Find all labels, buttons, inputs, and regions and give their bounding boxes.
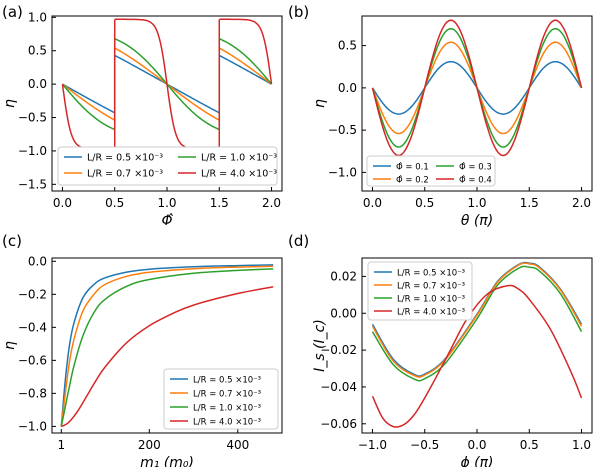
series-line-0 (219, 54, 272, 85)
series-line-2 (219, 38, 273, 85)
series-line-1 (218, 47, 272, 85)
x-tick-label: 400 (226, 438, 249, 452)
x-tick-label: 0.5 (105, 196, 124, 210)
chart-panel-a: (a) 0.0 0.5 1.0 1.5 2.0 1.0 0.5 0.0 −0.5 −1.0 −1.5 Φ… (2, 3, 283, 229)
chart-panel-c: (c) 1 200 400 0.0 −0.2 −0.4 −0.6 −0.8 −1.0 m₁ (m₀)… (2, 232, 283, 467)
series-line-0 (60, 264, 274, 427)
x-axis-label: ϕ (π) (460, 455, 493, 467)
panel-label: (b) (288, 3, 309, 21)
series-line-3 (371, 19, 583, 157)
legend-entry: L/R = 0.7 ×10⁻³ (87, 169, 163, 180)
legend: L/R = 0.5 ×10⁻³ L/R = 0.7 ×10⁻³ L/R = 1.0 … (163, 368, 279, 430)
series-line-1 (60, 265, 274, 427)
x-tick-label: −0.5 (410, 438, 439, 452)
y-tick-label: −0.06 (320, 417, 357, 431)
y-tick-label: −0.6 (18, 353, 47, 367)
x-axis-label: m₁ (m₀) (140, 455, 194, 467)
legend-entry: Φ̂ = 0.3 (459, 162, 492, 173)
x-tick-label: 0.5 (520, 438, 539, 452)
series-group (61, 18, 273, 150)
series-line-3 (219, 18, 273, 85)
series-line-2 (371, 265, 583, 382)
x-tick-label: 200 (138, 438, 161, 452)
chart-panel-d: (d) −1.0 −0.5 0.0 0.5 1.0 0.02 0.00 −0.02 −0.04 −0… (288, 232, 593, 467)
legend-entry: L/R = 1.0 ×10⁻³ (201, 153, 277, 164)
y-tick-label: 0.5 (28, 44, 47, 58)
x-tick-label: 1.0 (467, 196, 486, 210)
x-tick-label: 1 (57, 438, 65, 452)
x-tick-label: −1.0 (358, 438, 387, 452)
series-group (371, 19, 583, 157)
x-tick-label: 1.0 (572, 438, 591, 452)
x-tick-label: 1.5 (520, 196, 539, 210)
x-tick-label: 0.5 (415, 196, 434, 210)
x-tick-label: 0.0 (53, 196, 72, 210)
series-line-0 (62, 83, 115, 114)
legend-entry: L/R = 0.5 ×10⁻³ (87, 153, 163, 164)
x-tick-label: 1.0 (157, 196, 176, 210)
y-tick-label: 0.0 (28, 254, 47, 268)
series-line-3 (114, 18, 220, 150)
legend-entry: Φ̂ = 0.2 (396, 175, 429, 186)
y-tick-label: 0.00 (330, 306, 357, 320)
y-tick-label: −1.0 (18, 144, 47, 158)
legend-box (367, 261, 473, 321)
legend-entry: L/R = 4.0 ×10⁻³ (193, 418, 261, 428)
y-tick-label: 0.0 (28, 77, 47, 91)
legend-entry: L/R = 1.0 ×10⁻³ (193, 404, 261, 414)
chart-panel-b: (b) 0.0 0.5 1.0 1.5 2.0 0.5 0.0 −0.5 −1.0 θ (π) η Φ̂… (288, 3, 593, 229)
legend: L/R = 0.5 ×10⁻³ L/R = 0.7 ×10⁻³ L/R = 1.0 … (57, 146, 278, 186)
panel-label: (a) (2, 3, 23, 21)
legend-box (163, 368, 279, 430)
legend-entry: L/R = 4.0 ×10⁻³ (397, 308, 465, 318)
y-tick-label: 1.0 (28, 10, 47, 24)
y-tick-label: −0.02 (320, 343, 357, 357)
legend-box (57, 146, 278, 186)
legend-entry: L/R = 0.5 ×10⁻³ (397, 269, 465, 279)
legend-entry: L/R = 4.0 ×10⁻³ (201, 169, 277, 180)
y-tick-label: −1.0 (328, 165, 357, 179)
y-axis-label: η (312, 99, 328, 108)
series-line-3 (61, 286, 274, 428)
x-tick-label: 2.0 (572, 196, 591, 210)
x-tick-label: 2.0 (262, 196, 281, 210)
legend-box (366, 155, 496, 187)
y-tick-label: 0.5 (338, 39, 357, 53)
y-axis-label: I_s (I_c) (312, 319, 328, 372)
y-tick-label: −1.0 (18, 419, 47, 433)
legend: Φ̂ = 0.1 Φ̂ = 0.2 Φ̂ = 0.3 Φ̂ = 0.4 (366, 155, 496, 187)
legend-entry: L/R = 0.5 ×10⁻³ (193, 376, 261, 386)
y-tick-label: −0.5 (328, 123, 357, 137)
y-axis-label: η (2, 99, 18, 108)
legend-entry: L/R = 1.0 ×10⁻³ (397, 295, 465, 305)
x-tick-label: 0.0 (363, 196, 382, 210)
y-tick-label: −1.5 (18, 177, 47, 191)
series-line-2 (60, 268, 274, 427)
axes-frame (51, 257, 283, 434)
panel-label: (d) (288, 232, 309, 250)
y-tick-label: −0.4 (18, 320, 47, 334)
series-line-1 (62, 83, 115, 121)
legend-entry: L/R = 0.7 ×10⁻³ (193, 390, 261, 400)
panel-label: (c) (2, 232, 22, 250)
y-tick-label: −0.04 (320, 380, 357, 394)
y-tick-label: 0.0 (338, 81, 357, 95)
series-line-2 (61, 83, 115, 131)
y-tick-label: −0.2 (18, 287, 47, 301)
y-tick-label: −0.5 (18, 111, 47, 125)
series-line-1 (371, 262, 583, 378)
y-axis-label: η (2, 341, 18, 350)
legend: L/R = 0.5 ×10⁻³ L/R = 0.7 ×10⁻³ L/R = 1.0 … (367, 261, 473, 321)
legend-entry: Φ̂ = 0.1 (396, 162, 429, 173)
x-axis-label: Φ̂ (161, 213, 173, 229)
legend-entry: Φ̂ = 0.4 (459, 175, 492, 186)
y-tick-label: −0.8 (18, 386, 47, 400)
series-group (60, 264, 274, 428)
x-tick-label: 1.5 (210, 196, 229, 210)
y-tick-label: 0.02 (330, 269, 357, 283)
x-tick-label: 0.0 (467, 438, 486, 452)
legend-entry: L/R = 0.7 ×10⁻³ (397, 282, 465, 292)
x-axis-label: θ (π) (461, 213, 493, 229)
